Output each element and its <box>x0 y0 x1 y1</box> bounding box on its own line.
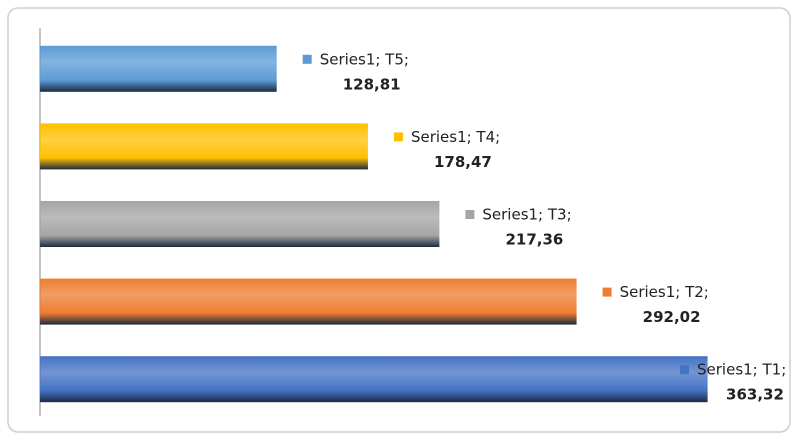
bar <box>40 356 708 403</box>
bar <box>40 201 440 247</box>
data-label: Series1; T2; <box>620 283 709 301</box>
label-marker <box>302 54 312 64</box>
bar <box>40 45 277 92</box>
bar <box>40 123 368 170</box>
data-label: Series1; T3; <box>482 206 571 224</box>
label-marker <box>602 287 612 297</box>
data-label: Series1; T5; <box>320 50 409 68</box>
label-marker <box>465 210 475 219</box>
value-label: 292,02 <box>643 308 701 326</box>
data-label: Series1; T1; <box>697 361 786 379</box>
data-label: Series1; T4; <box>411 128 500 146</box>
value-label: 217,36 <box>505 231 563 249</box>
bar <box>40 278 577 325</box>
label-marker <box>680 365 689 375</box>
label-marker <box>393 132 403 142</box>
value-label: 128,81 <box>343 75 401 93</box>
value-label: 178,47 <box>434 153 492 171</box>
value-label: 363,32 <box>726 386 784 404</box>
